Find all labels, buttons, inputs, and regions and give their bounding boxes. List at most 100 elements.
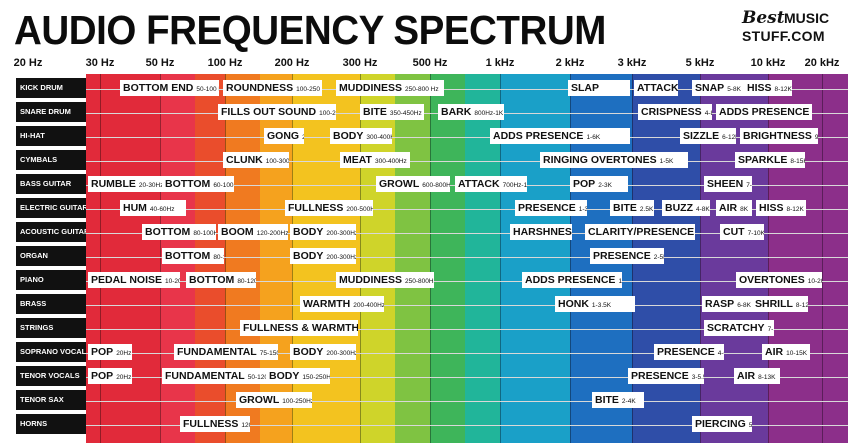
frequency-tag: PIERCING5K — [692, 416, 752, 432]
instrument-label: ELECTRIC GUITAR — [16, 198, 86, 218]
tag-range: 1-3K — [578, 206, 587, 213]
tag-name: MUDDINESS — [339, 82, 403, 94]
tag-name: BODY — [293, 226, 324, 238]
frequency-tag: BOOM 120-200Hz — [218, 224, 288, 240]
frequency-tag: RUMBLE 20-30Hz — [88, 176, 162, 192]
logo-best-text: Best — [742, 8, 785, 28]
row-guide-line — [86, 257, 848, 258]
tag-name: GROWL — [239, 394, 280, 406]
frequency-label: 30 Hz — [85, 57, 115, 69]
instrument-label: HI-HAT — [16, 126, 86, 146]
frequency-tag: ATTACK — [634, 80, 678, 96]
tag-range: 2-4K — [621, 398, 636, 405]
instrument-label: TENOR VOCALS — [16, 366, 86, 386]
tag-name: BODY — [269, 370, 300, 382]
frequency-tag: MUDDINESS 250-800Hz — [336, 272, 434, 288]
frequency-tag: AIR 8K — [716, 200, 752, 216]
tag-name: SLAP — [571, 82, 600, 94]
tag-name: ADDS PRESENCE — [525, 274, 616, 286]
tag-name: PIERCING — [695, 418, 746, 430]
frequency-label: 3 kHz — [617, 57, 647, 69]
tag-name: SHEEN — [707, 178, 744, 190]
frequency-tag: AIR 10-15K — [762, 344, 810, 360]
frequency-tag: BODY 200-300Hz — [290, 224, 356, 240]
tag-range: 3-5.5K — [691, 374, 704, 381]
tag-range: 100-250Hz — [282, 398, 312, 405]
spectrum-band — [128, 74, 160, 443]
frequency-label: 200 Hz — [274, 57, 310, 69]
logo-stuff-text: STUFF.COM — [742, 28, 825, 44]
tag-range: 80-120Hz — [237, 278, 256, 285]
instrument-row: ELECTRIC GUITAR HUM 40-60Hz FULLNESS 200-500… — [0, 198, 848, 222]
instrument-row: HORNS FULLNESS120Hz PIERCING5K — [0, 414, 848, 438]
tag-name: ROUNDNESS — [226, 82, 294, 94]
tag-name: SIZZLE — [683, 130, 720, 142]
row-guide-line — [86, 209, 848, 210]
tag-name: POP — [91, 346, 114, 358]
tag-range: 4-8K — [704, 110, 712, 117]
frequency-tag: FULLNESS & WARMTH100-300Hz — [240, 320, 358, 336]
tag-range: 8-12K — [774, 86, 792, 93]
tag-name: RINGING OVERTONES — [543, 154, 657, 166]
tag-range: 8-15K — [790, 158, 805, 165]
frequency-gridline — [160, 74, 161, 443]
tag-name: BODY — [293, 346, 324, 358]
tag-name: AIR — [719, 202, 738, 214]
tag-range: 1-5K — [618, 278, 622, 285]
frequency-tag: POP 2-3K — [570, 176, 628, 192]
instrument-label: BASS GUITAR — [16, 174, 86, 194]
frequency-tag: GROWL 100-250Hz — [236, 392, 312, 408]
instrument-label: PIANO — [16, 270, 86, 290]
frequency-label: 20 Hz — [13, 57, 43, 69]
tag-range: 50-120Hz — [247, 374, 268, 381]
instrument-label: HORNS — [16, 414, 86, 434]
tag-name: BOTTOM — [145, 226, 191, 238]
frequency-gridline — [225, 74, 226, 443]
frequency-tag: BITE 2-4K — [592, 392, 644, 408]
tag-range: 120-200Hz — [256, 230, 288, 237]
tag-name: FILLS OUT SOUND — [221, 106, 317, 118]
tag-range: 250-800Hz — [405, 278, 434, 285]
frequency-gridline — [570, 74, 571, 443]
frequency-tag: WARMTH 200-400Hz — [300, 296, 384, 312]
tag-name: BOTTOM — [165, 178, 211, 190]
frequency-tag: GONG200Hz — [264, 128, 304, 144]
frequency-gridline — [430, 74, 431, 443]
instrument-row: TENOR SAX GROWL 100-250Hz BITE 2-4K — [0, 390, 848, 414]
instrument-label: CYMBALS — [16, 150, 86, 170]
tag-name: WARMTH — [303, 298, 351, 310]
tag-name: HONK — [558, 298, 589, 310]
tag-name: GONG — [267, 130, 300, 142]
tag-name: PRESENCE — [518, 202, 576, 214]
tag-range: 7-9K — [746, 182, 752, 189]
tag-range: 5-8K — [727, 86, 741, 93]
tag-range: 4-8K — [696, 206, 710, 213]
tag-range: 10-20Hz — [165, 278, 180, 285]
row-guide-line — [86, 401, 848, 402]
instrument-label: ACOUSTIC GUITAR — [16, 222, 86, 242]
spectrum-band — [395, 74, 430, 443]
tag-name: PRESENCE — [631, 370, 689, 382]
tag-range: 200-300Hz — [326, 230, 356, 237]
brand-logo[interactable]: Best MUSIC STUFF.COM — [742, 8, 842, 52]
tag-name: MEAT — [343, 154, 372, 166]
